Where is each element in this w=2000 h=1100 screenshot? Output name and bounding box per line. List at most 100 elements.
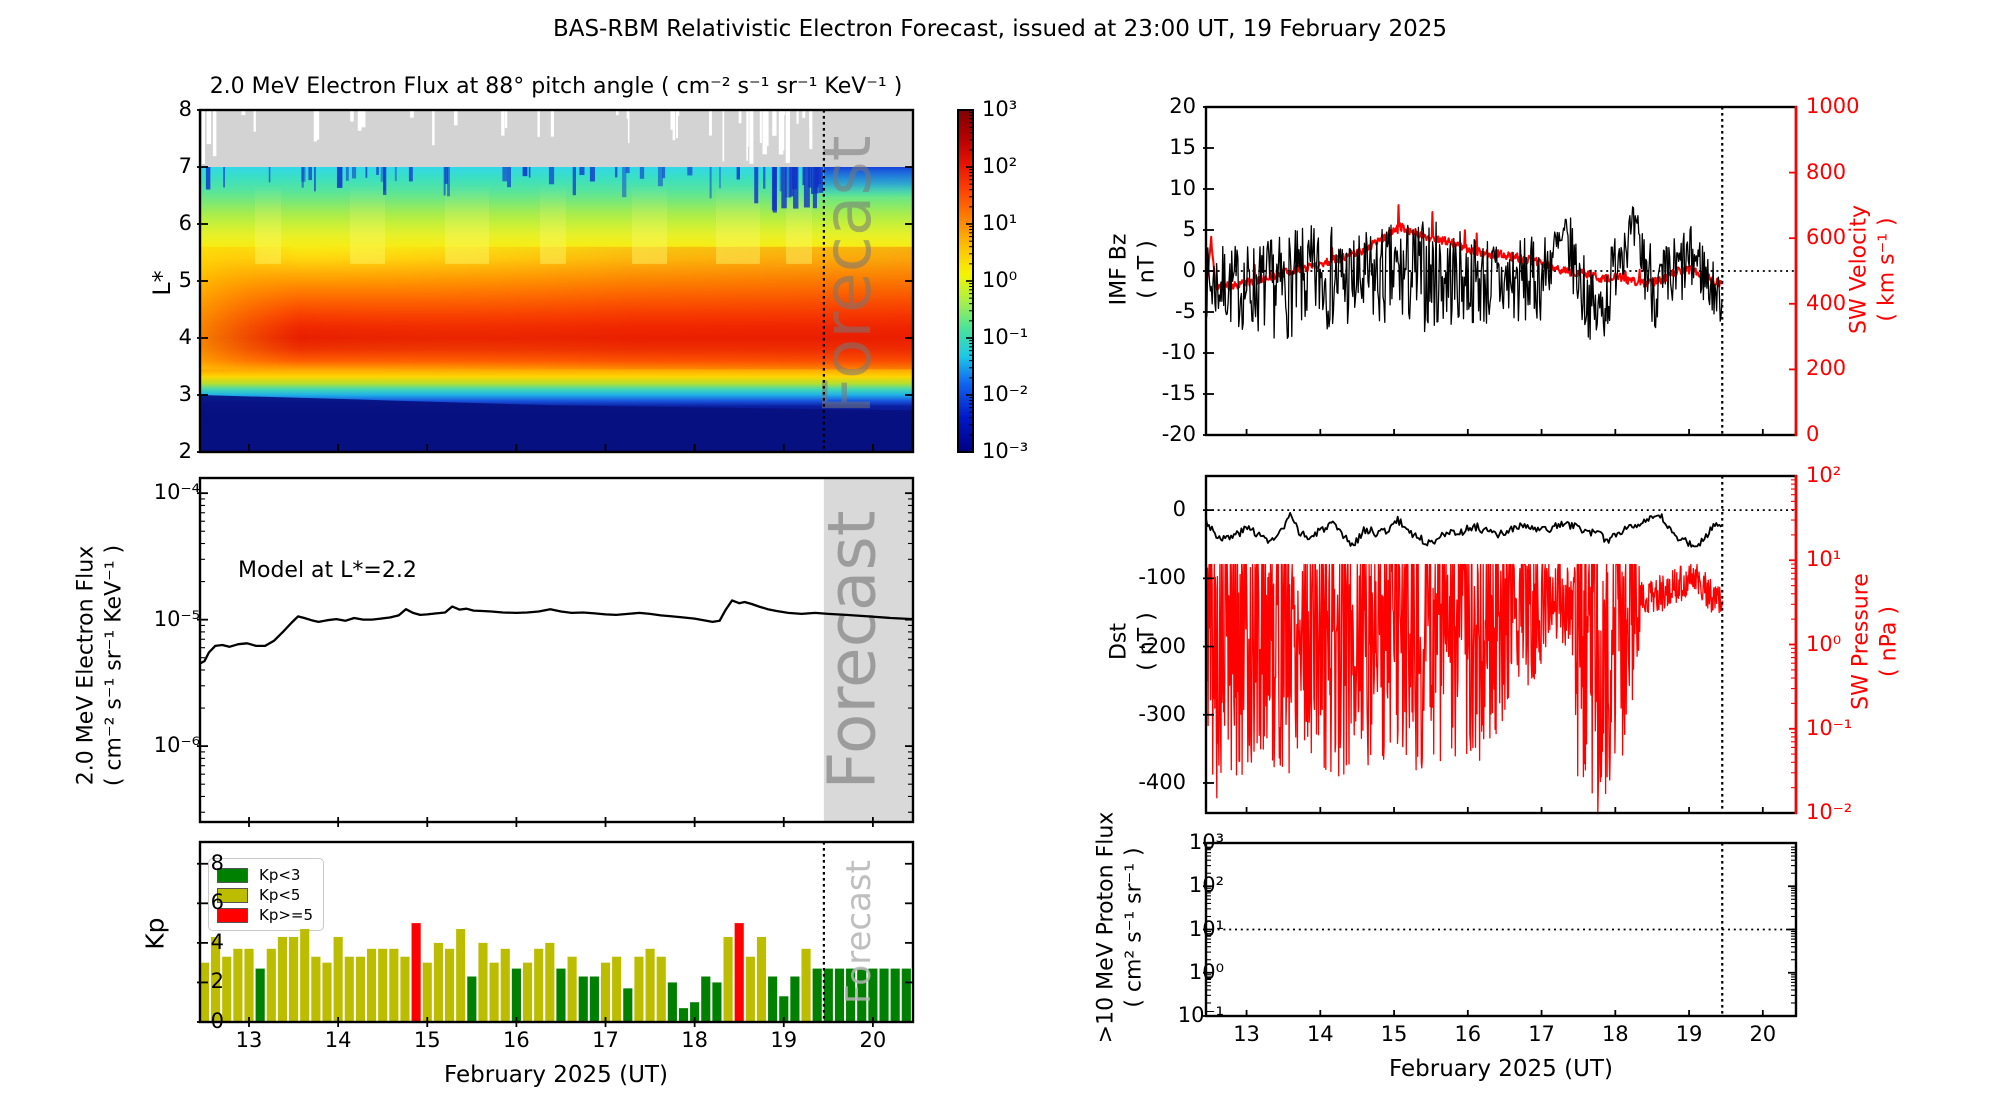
xtick-left: 17 — [592, 1028, 619, 1052]
flux-ylabel: 2.0 MeV Electron Flux ( cm⁻² s⁻¹ sr⁻¹ Ke… — [73, 413, 128, 919]
kp-ytick: 6 — [210, 890, 224, 915]
forecast-watermark: Forecast — [839, 860, 879, 1004]
heatmap-blue-spike — [788, 167, 792, 198]
flux-ylabel-line2: ( cm⁻² s⁻¹ sr⁻¹ KeV⁻¹ ) — [101, 544, 126, 787]
xtick-right: 15 — [1380, 1022, 1408, 1046]
kp-legend-swatch — [217, 907, 248, 923]
heatmap-plume — [350, 184, 385, 264]
heatmap-white-streak — [253, 110, 256, 132]
kp-bar — [634, 956, 644, 1022]
heatmap-white-streak — [738, 110, 742, 124]
kp-panel: Forecast — [197, 840, 915, 1027]
heatmap-blue-spike — [408, 167, 413, 182]
kp-bar — [868, 968, 878, 1022]
heatmap-blue-spike — [223, 167, 225, 188]
kp-bar — [734, 923, 744, 1022]
flux-ytick: 10⁻⁴ — [153, 480, 200, 505]
dst-ytick: -200 — [1138, 633, 1186, 658]
kp-bar — [344, 956, 354, 1022]
kp-legend-label: Kp<3 — [259, 866, 301, 884]
kp-bar — [433, 942, 443, 1022]
xlabel-left: February 2025 (UT) — [444, 1062, 668, 1088]
heatmap-blue-spike — [687, 167, 693, 176]
sw-velocity-ytick: 200 — [1806, 356, 1847, 381]
kp-bar — [255, 968, 265, 1022]
heatmap-white-streak — [212, 110, 217, 157]
heatmap-blue-spike — [502, 167, 508, 182]
heatmap-white-streak — [676, 110, 678, 139]
kp-bar — [756, 936, 767, 1022]
kp-bar — [500, 948, 510, 1022]
sw-pressure-ylabel-line1: SW Pressure — [1848, 573, 1874, 710]
heatmap-title: 2.0 MeV Electron Flux at 88° pitch angle… — [209, 74, 903, 99]
kp-bar — [389, 948, 399, 1022]
kp-bar — [444, 948, 455, 1022]
colorbar-border — [957, 109, 974, 453]
kp-bar — [277, 936, 288, 1022]
heatmap-ytick: 2 — [178, 439, 192, 463]
heatmap-blue-spike — [639, 167, 645, 179]
kp-bar — [790, 976, 800, 1022]
heatmap-blue-spike — [301, 167, 304, 188]
heatmap-white-streak — [670, 110, 673, 130]
xtick-right: 18 — [1601, 1022, 1629, 1046]
heatmap-white-streak — [796, 110, 799, 124]
kp-bar — [645, 948, 655, 1022]
heatmap-blue-spike — [719, 167, 721, 189]
kp-legend-row: Kp<5 — [217, 885, 313, 905]
heatmap-white-streak — [550, 110, 554, 137]
kp-bar — [322, 962, 332, 1022]
imf-ytick: 20 — [1169, 94, 1196, 118]
heatmap-white-streak — [615, 110, 619, 116]
sw-pressure-ytick: 10⁻¹ — [1806, 715, 1853, 740]
kp-ytick: 8 — [210, 850, 224, 875]
kp-bar — [211, 936, 221, 1022]
heatmap-blue-spike — [336, 167, 343, 188]
imf-ytick: 5 — [1182, 217, 1196, 241]
xtick-right: 17 — [1528, 1022, 1555, 1046]
heatmap-white-streak — [206, 110, 212, 145]
heatmap-white-streak — [785, 110, 791, 163]
heatmap-ytick: 6 — [178, 211, 192, 235]
kp-bar — [812, 968, 822, 1022]
colorbar — [957, 109, 974, 453]
kp-bar — [355, 956, 365, 1022]
kp-bar — [712, 982, 722, 1022]
kp-bar — [890, 968, 900, 1022]
xtick-right: 13 — [1233, 1022, 1260, 1046]
kp-bar — [846, 968, 856, 1022]
xtick-left: 18 — [681, 1028, 708, 1052]
heatmap-blue-spike — [548, 167, 555, 185]
heatmap-blue-spike — [818, 167, 824, 193]
heatmap-blue-spike — [268, 167, 271, 183]
heatmap-blue-spike — [579, 167, 585, 176]
heatmap-blue-spike — [380, 167, 384, 182]
imf-ytick: 15 — [1169, 135, 1196, 159]
heatmap-blue-spike — [709, 167, 712, 199]
kp-bar — [522, 962, 533, 1022]
flux-ytick: 10⁻⁶ — [153, 733, 200, 758]
kp-bar — [690, 1002, 700, 1022]
heatmap-blue-spike — [622, 167, 627, 198]
colorbar-tick: 10⁻¹ — [982, 325, 1029, 349]
forecast-watermark: Forecast — [809, 135, 886, 414]
heatmap-white-streak — [708, 110, 712, 136]
heatmap-blue-spike — [793, 167, 799, 209]
xtick-left: 20 — [859, 1028, 887, 1052]
sw-velocity-ylabel-line2: ( km s⁻¹ ) — [1874, 217, 1899, 322]
heatmap-white-streak — [672, 110, 676, 141]
imf-ytick: -10 — [1161, 340, 1196, 364]
model-annotation: Model at L*=2.2 — [238, 558, 417, 583]
heatmap-white-streak — [762, 110, 767, 155]
kp-bar — [545, 942, 555, 1022]
heatmap-blue-spike — [383, 167, 386, 192]
heatmap-blue-spike — [763, 167, 766, 189]
dst-pressure-panel — [1203, 474, 1798, 815]
kp-bar — [667, 982, 677, 1022]
kp-bar — [378, 948, 388, 1022]
sw-velocity-ytick: 0 — [1806, 422, 1820, 446]
heatmap-blue-spike — [625, 167, 630, 174]
sw-pressure-ytick: 10⁰ — [1806, 631, 1842, 656]
sw-velocity-ylabel-line1: SW Velocity — [1846, 205, 1872, 335]
heatmap-plume — [632, 184, 667, 264]
